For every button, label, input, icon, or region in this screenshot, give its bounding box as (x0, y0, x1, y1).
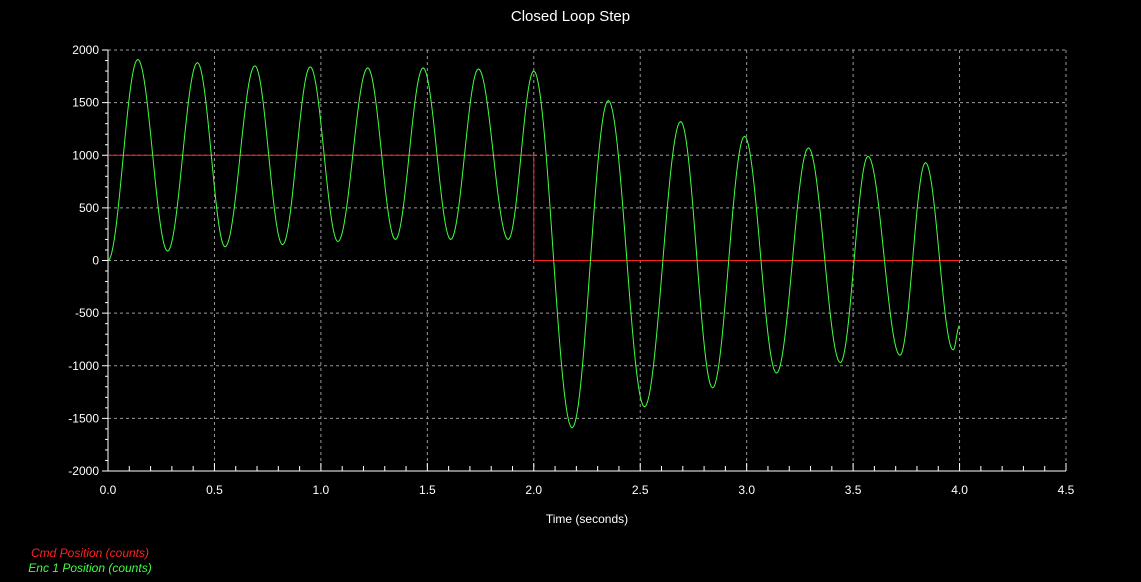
x-axis-label: Time (seconds) (545, 512, 629, 526)
x-tick-label: 1.5 (419, 483, 436, 497)
x-tick-label: 0.5 (206, 483, 223, 497)
x-tick-label: 4.0 (951, 483, 968, 497)
y-tick-label: -1000 (68, 359, 99, 373)
legend-item-cmd-position: Cmd Position (counts) (30, 546, 150, 560)
y-tick-label: 0 (92, 254, 99, 268)
y-tick-label: -2000 (68, 464, 99, 478)
x-tick-label: 2.0 (525, 483, 542, 497)
y-tick-label: 1500 (72, 96, 99, 110)
chart-title: Closed Loop Step (510, 8, 631, 25)
y-tick-label: 2000 (72, 43, 99, 57)
x-tick-label: 4.5 (1058, 483, 1075, 497)
x-tick-label: 3.5 (845, 483, 862, 497)
y-tick-label: -500 (75, 306, 99, 320)
x-tick-label: 0.0 (100, 483, 117, 497)
x-tick-label: 2.5 (632, 483, 649, 497)
y-tick-label: 1000 (72, 148, 99, 162)
x-tick-label: 3.0 (738, 483, 755, 497)
x-tick-label: 1.0 (313, 483, 330, 497)
y-tick-label: -1500 (68, 411, 99, 425)
legend: Cmd Position (counts) Enc 1 Position (co… (0, 546, 200, 576)
legend-item-enc1-position: Enc 1 Position (counts) (28, 561, 152, 575)
series-enc1-position (107, 58, 960, 429)
series-cmd-position (108, 154, 960, 261)
y-tick-label: 500 (79, 201, 99, 215)
